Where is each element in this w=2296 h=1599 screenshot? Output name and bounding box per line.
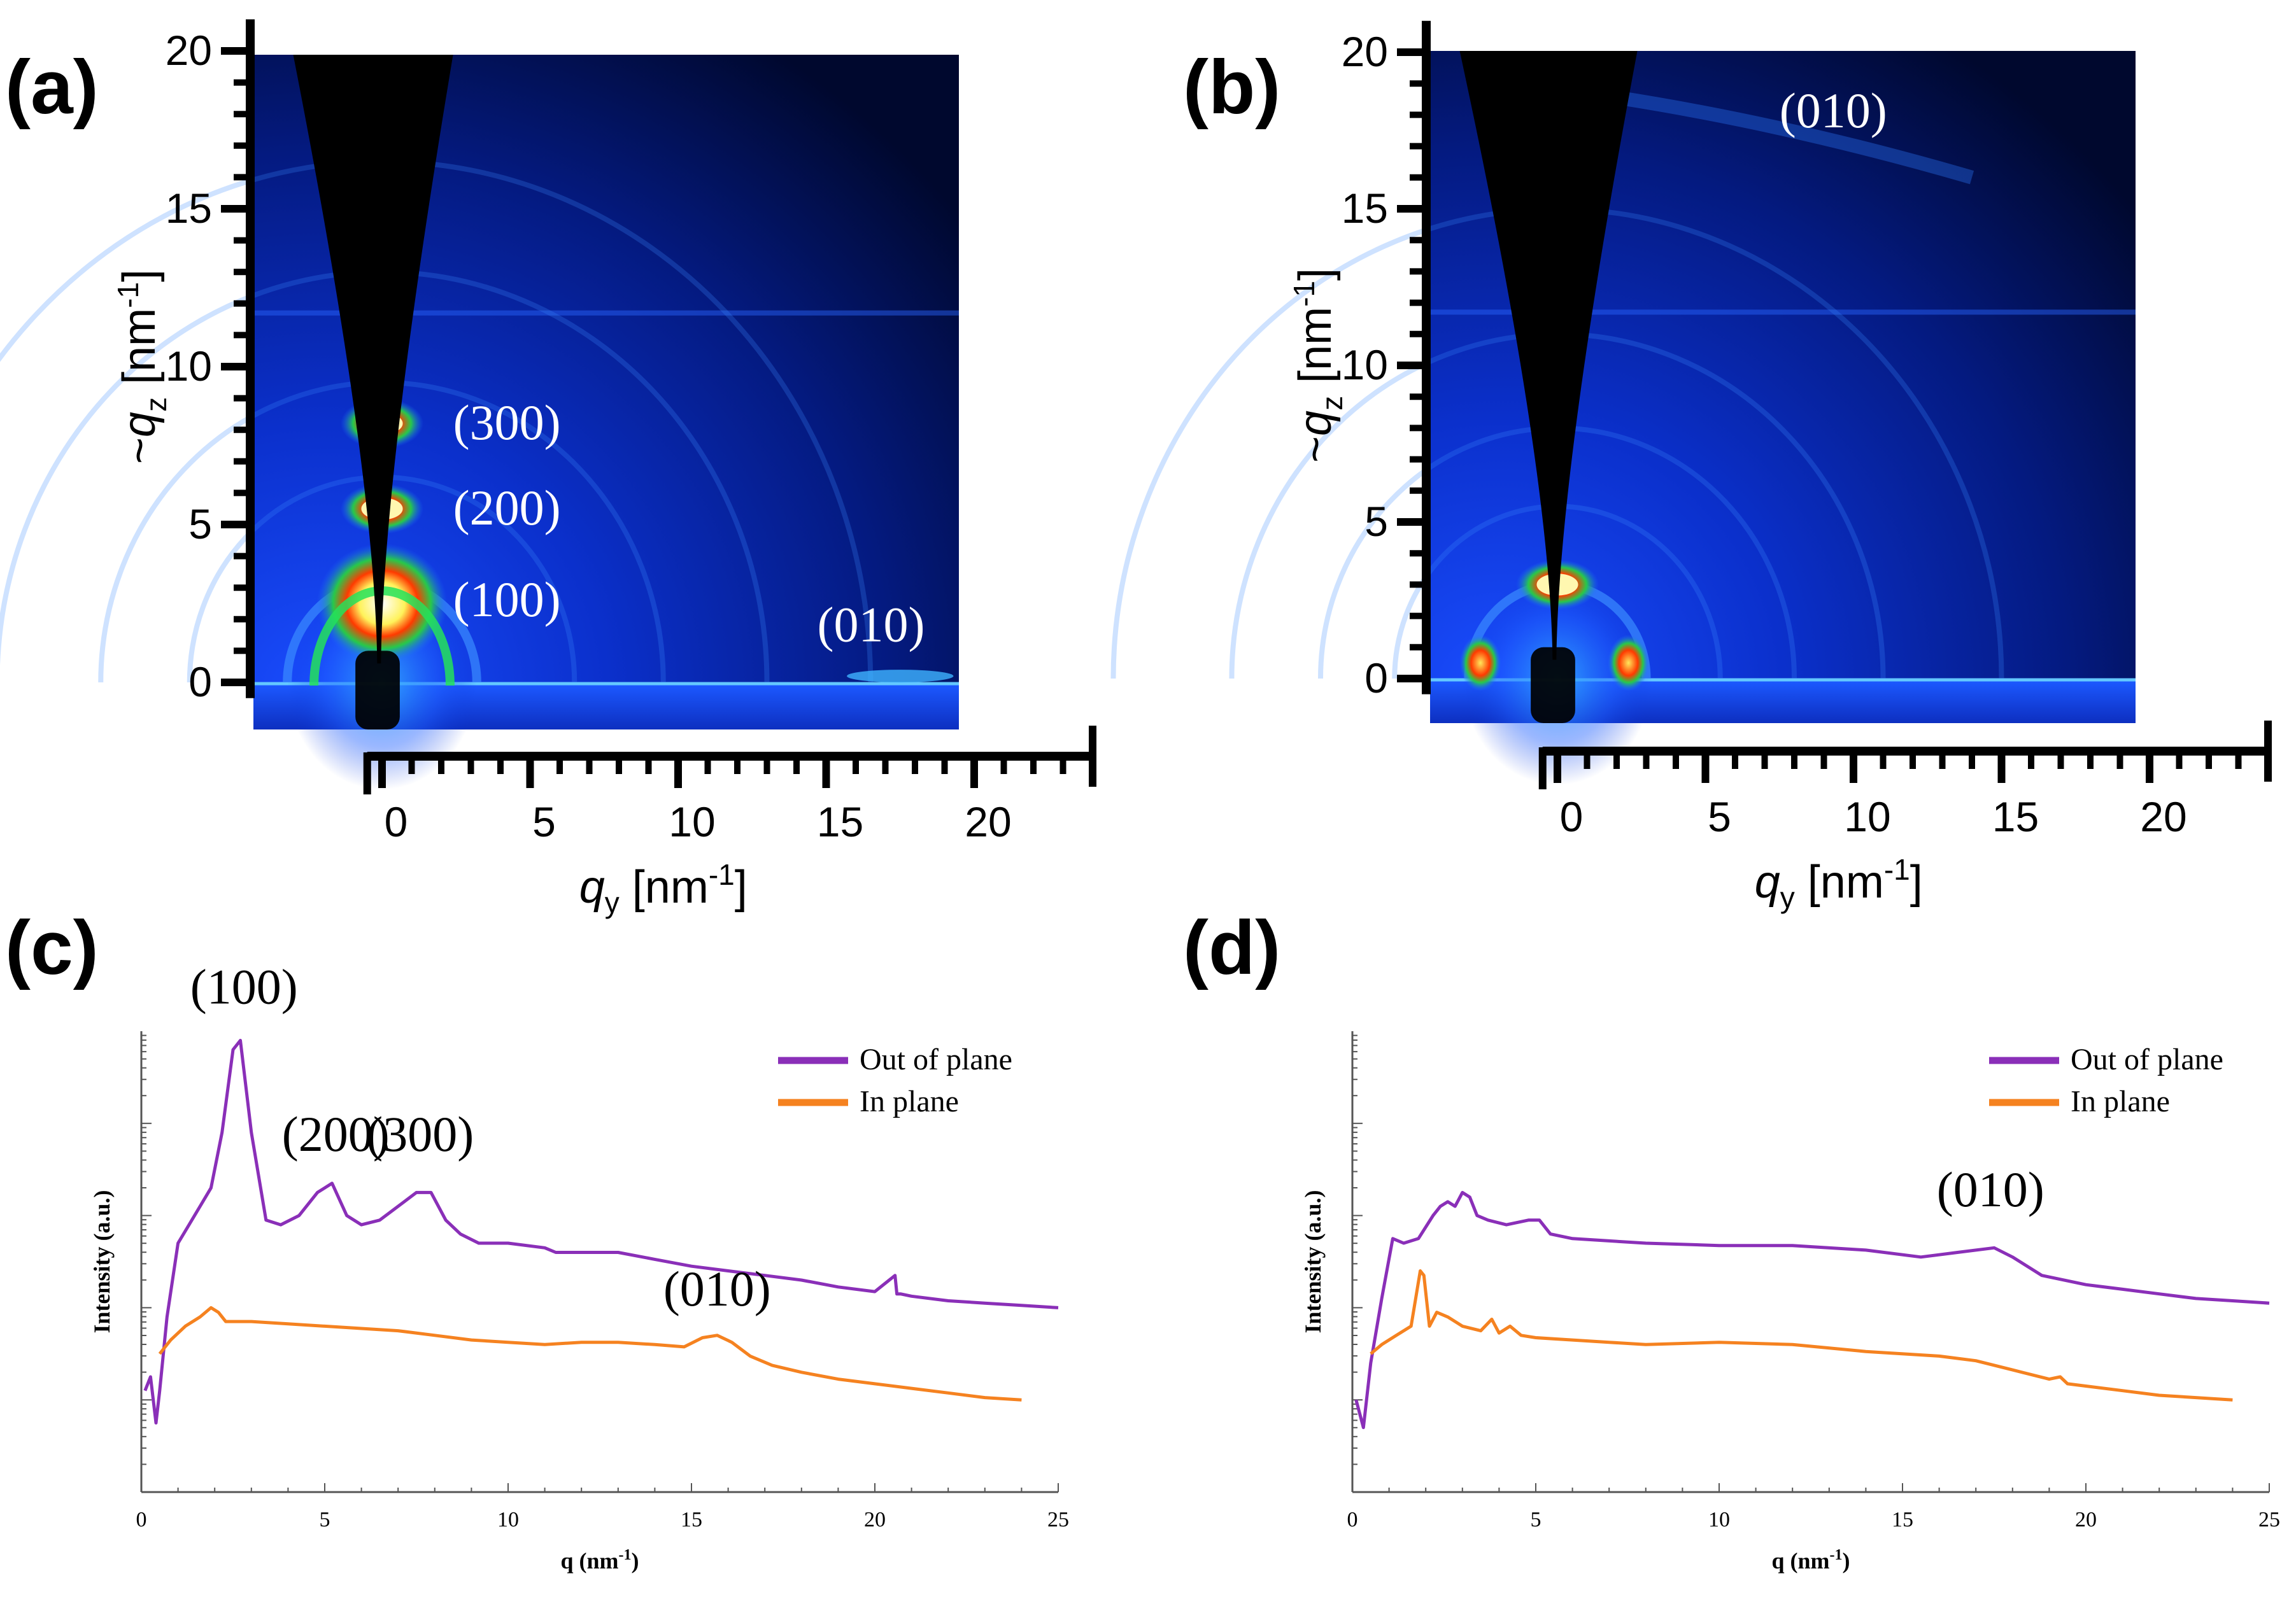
x-tick-label: 10: [497, 1508, 519, 1532]
legend-entry: In plane: [2071, 1085, 2170, 1118]
x-tick-label: 15: [681, 1508, 702, 1532]
x-tick-label: 20: [965, 798, 1011, 845]
x-tick-label: 10: [669, 798, 715, 845]
beamstop-cone: [293, 55, 453, 664]
x-tick-label: 20: [864, 1508, 886, 1532]
panel-label-a: (a): [5, 45, 99, 130]
x-axis-label: q (nm-1): [560, 1547, 639, 1574]
x-tick-label: 5: [1531, 1508, 1541, 1532]
panel-label-c: (c): [5, 905, 99, 990]
y-axis-label: Intensity (a.u.): [1300, 1190, 1326, 1333]
x-tick-label: 5: [320, 1508, 330, 1532]
beamstop-cone: [1459, 51, 1638, 660]
beamstop-block: [355, 651, 400, 729]
x-tick-label: 0: [1560, 793, 1584, 840]
x-tick-label: 10: [1844, 793, 1890, 840]
peak-spot: [1459, 635, 1501, 691]
panel-b-heatmap: (010) 0 5 10 15 20 ~qz [nm-1] 0 5 10 15 20 qy [nm-1]: [1110, 20, 2272, 914]
panel-c-line-chart: 0 5 10 15 20 25 q (nm-1) Intensity (a.u.) Out of…: [89, 959, 1069, 1574]
x-tick-label: 25: [1047, 1508, 1069, 1532]
series-line-out-of-plane: [1354, 1190, 2270, 1430]
x-tick-label: 0: [385, 798, 408, 845]
x-tick-label: 20: [2140, 793, 2186, 840]
x-tick-label: 0: [1347, 1508, 1358, 1532]
peak-label: (200): [453, 480, 561, 535]
peak-label: (010): [663, 1261, 771, 1316]
x-tick-label: 5: [1708, 793, 1731, 840]
x-axis-label: qy [nm-1]: [1755, 853, 1923, 914]
streak-line: [1430, 309, 2136, 315]
x-tick-label: 10: [1708, 1508, 1730, 1532]
panel-label-d: (d): [1183, 905, 1280, 990]
y-tick-label: 15: [166, 185, 212, 232]
y-tick-label: 5: [1364, 498, 1388, 545]
x-axis-label: q (nm-1): [1771, 1547, 1850, 1574]
peak-label: (200): [282, 1106, 390, 1162]
y-tick-label: 10: [166, 342, 212, 390]
series-line-in-plane: [158, 1306, 1022, 1402]
x-tick-label: 15: [1892, 1508, 1913, 1532]
legend-entry: In plane: [860, 1085, 959, 1118]
peak-spot: [847, 670, 954, 683]
series-line-out-of-plane: [143, 1039, 1059, 1425]
y-axis-label: Intensity (a.u.): [89, 1190, 115, 1333]
legend-entry: Out of plane: [860, 1043, 1012, 1076]
panel-d-line-chart: 0 5 10 15 20 25 q (nm-1) Intensity (a.u.) Out of…: [1300, 1031, 2280, 1574]
y-axis-label: ~qz [nm-1]: [111, 269, 173, 464]
peak-label: (300): [366, 1106, 474, 1162]
y-tick-label: 5: [188, 500, 212, 547]
peak-label: (300): [453, 395, 561, 450]
peak-label: (100): [190, 959, 298, 1015]
x-tick-label: 0: [136, 1508, 147, 1532]
beamstop-block: [1531, 647, 1575, 723]
y-tick-label: 10: [1342, 341, 1388, 388]
x-tick-label: 20: [2075, 1508, 2097, 1532]
y-tick-label: 0: [188, 658, 212, 705]
streak-line: [253, 310, 959, 316]
x-tick-label: 15: [1992, 793, 2039, 840]
y-tick-label: 20: [1342, 28, 1388, 75]
peak-spot: [1608, 635, 1650, 691]
peak-label: (010): [1780, 83, 1887, 138]
y-tick-label: 15: [1342, 185, 1388, 232]
peak-label: (010): [1937, 1162, 2044, 1217]
legend-entry: Out of plane: [2071, 1043, 2223, 1076]
peak-label: (100): [453, 572, 561, 627]
x-tick-label: 5: [532, 798, 556, 845]
y-tick-label: 0: [1364, 654, 1388, 701]
panel-label-b: (b): [1183, 45, 1280, 130]
peak-label: (010): [818, 597, 925, 652]
y-tick-label: 20: [166, 27, 212, 74]
y-axis-label: ~qz [nm-1]: [1287, 268, 1349, 463]
panel-a-heatmap: (300) (200) (100) (010) 0 5 10 15 20 ~qz [nm-1] 0 5…: [0, 19, 1096, 919]
x-tick-label: 25: [2258, 1508, 2280, 1532]
x-axis-label: qy [nm-1]: [579, 858, 748, 919]
x-tick-label: 15: [817, 798, 863, 845]
series-line-in-plane: [1370, 1269, 2233, 1402]
